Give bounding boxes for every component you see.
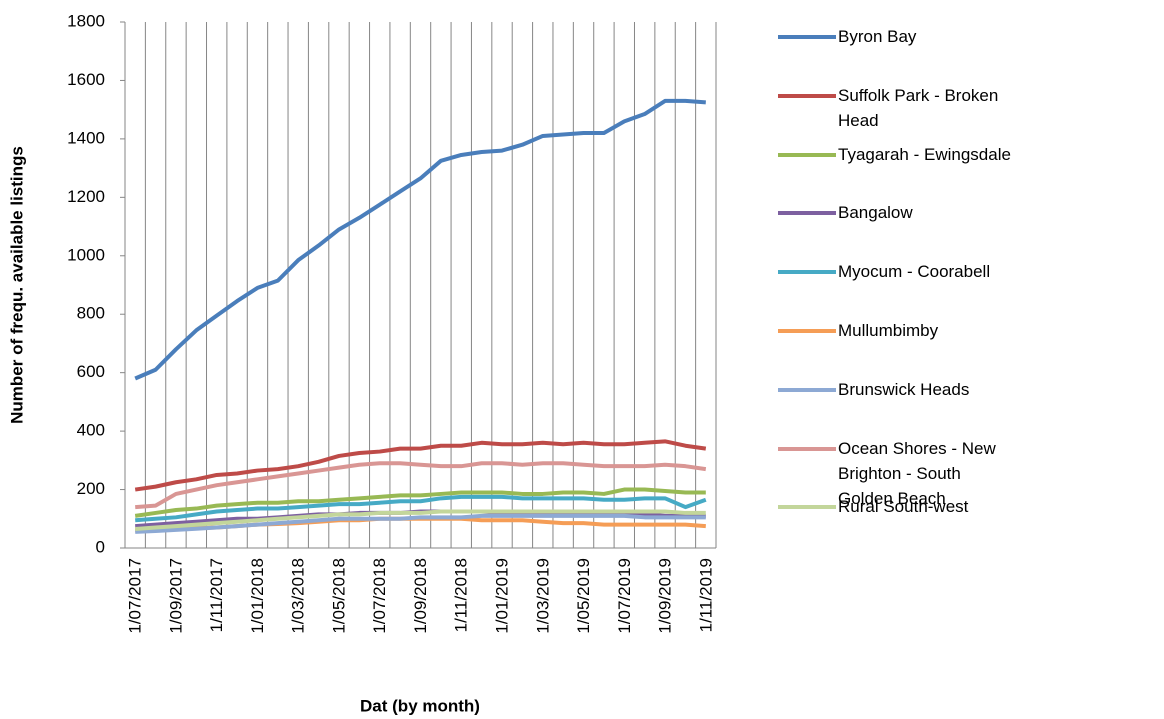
series-line xyxy=(135,513,706,534)
y-axis-title: Number of frequ. available listings xyxy=(7,146,26,424)
x-tick-label: 1/11/2018 xyxy=(452,558,471,632)
x-tick-label: 1/05/2018 xyxy=(329,558,348,634)
legend-label: Mullumbimby xyxy=(838,321,939,340)
legend-swatch xyxy=(778,446,836,451)
series-line xyxy=(134,98,706,381)
legend-label: Tyagarah - Ewingsdale xyxy=(838,144,1011,164)
x-tick-label: 1/11/2017 xyxy=(207,558,226,632)
legend-entry: Brunswick Heads xyxy=(778,377,1018,402)
x-tick-label: 1/01/2019 xyxy=(493,558,512,634)
series-line xyxy=(135,509,706,532)
legend-label: Rural South-west xyxy=(838,497,969,517)
legend-swatch xyxy=(778,505,836,510)
y-tick-label: 1800 xyxy=(67,11,105,30)
x-tick-label: 1/07/2017 xyxy=(126,558,145,634)
y-tick-label: 600 xyxy=(77,362,105,381)
legend-label: Ocean Shores - New Brighton - South Gold… xyxy=(838,438,996,508)
y-tick-label: 1600 xyxy=(67,70,105,89)
legend-swatch xyxy=(778,329,836,333)
x-tick-label: 1/03/2019 xyxy=(533,558,552,634)
y-tick-label: 200 xyxy=(77,479,105,498)
legend-swatch xyxy=(778,270,836,275)
legend-swatch xyxy=(778,35,836,39)
series-line xyxy=(134,487,706,518)
y-tick-label: 0 xyxy=(96,537,105,556)
y-tick-label: 400 xyxy=(77,421,105,440)
x-tick-label: 1/09/2018 xyxy=(411,558,430,634)
y-tick-label: 1400 xyxy=(67,128,105,147)
legend-entry: Suffolk Park - Broken Head xyxy=(778,83,1018,133)
legend-swatch xyxy=(778,93,836,98)
series-line xyxy=(135,461,707,510)
legend-label: Byron Bay xyxy=(838,27,917,46)
x-tick-label: 1/09/2017 xyxy=(166,558,185,634)
series-line xyxy=(135,494,707,523)
y-tick-label: 800 xyxy=(77,304,105,323)
x-tick-label: 1/07/2018 xyxy=(370,558,389,634)
legend-entry: Byron Bay xyxy=(778,24,1018,49)
legend-entry: Bangalow xyxy=(778,200,1018,225)
legend-label: Brunswick Heads xyxy=(838,379,970,399)
legend-entry: Rural South-west xyxy=(778,494,1018,519)
x-tick-label: 1/03/2018 xyxy=(289,558,308,634)
x-axis-title: Dat (by month) xyxy=(360,696,480,715)
legend-swatch xyxy=(778,387,836,392)
y-tick-label: 1200 xyxy=(67,187,105,206)
legend-swatch xyxy=(778,211,836,216)
x-tick-label: 1/05/2019 xyxy=(574,558,593,634)
legend-label: Suffolk Park - Broken Head xyxy=(838,85,999,130)
series-line xyxy=(134,439,707,492)
legend-label: Bangalow xyxy=(838,203,913,223)
legend-label: Myocum - Coorabell xyxy=(838,262,991,282)
legend-entry: Tyagarah - Ewingsdale xyxy=(778,142,1018,167)
x-tick-label: 1/07/2019 xyxy=(615,558,634,634)
x-tick-label: 1/09/2019 xyxy=(656,558,675,634)
x-tick-label: 1/11/2019 xyxy=(696,558,715,632)
legend-entry: Ocean Shores - New Brighton - South Gold… xyxy=(778,436,1018,511)
legend-swatch xyxy=(778,152,836,157)
legend-entry: Mullumbimby xyxy=(778,318,1018,343)
x-tick-label: 1/01/2018 xyxy=(248,558,267,634)
legend-entry: Myocum - Coorabell xyxy=(778,259,1018,284)
y-tick-label: 1000 xyxy=(67,245,105,264)
